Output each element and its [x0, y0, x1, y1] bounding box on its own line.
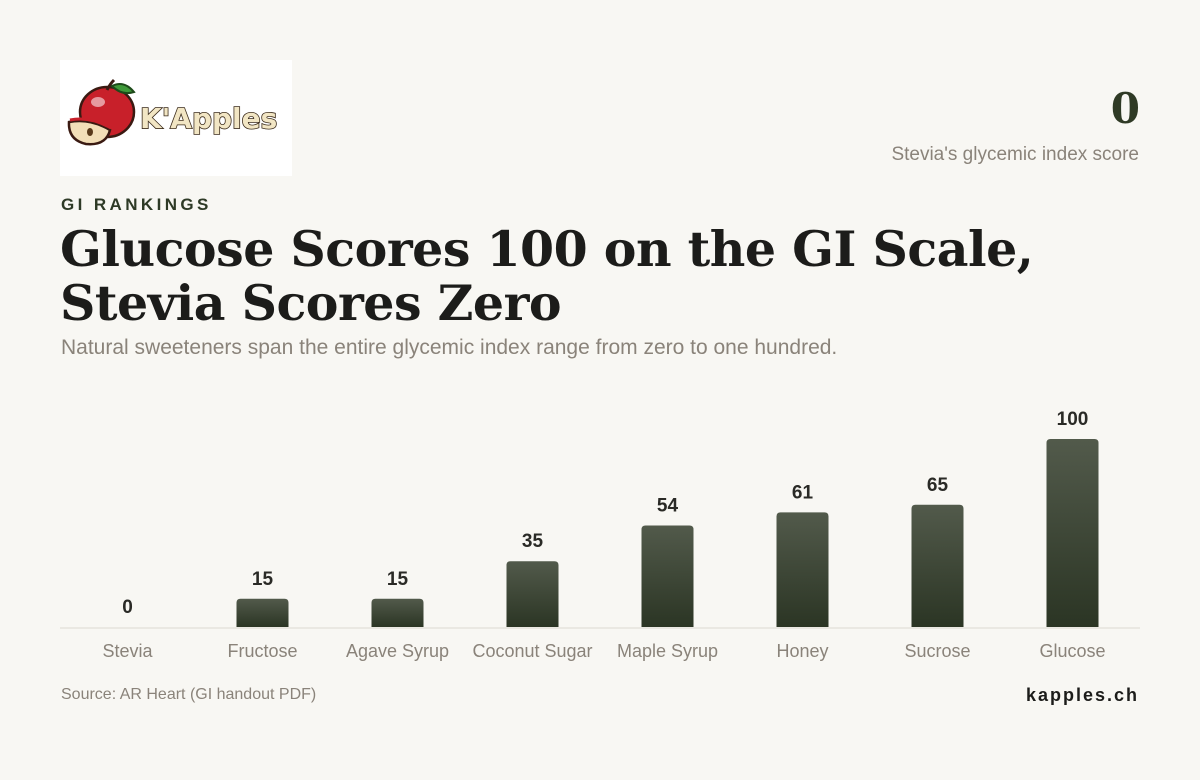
logo-wordmark: K'Apples — [140, 102, 277, 135]
data-label: 61 — [792, 482, 814, 503]
data-label: 15 — [387, 569, 409, 590]
section-kicker: GI RANKINGS — [61, 195, 212, 214]
source-note: Source: AR Heart (GI handout PDF) — [61, 686, 317, 703]
bar-agave-syrup — [371, 598, 424, 627]
category-label: Agave Syrup — [346, 641, 449, 661]
page-subtitle: Natural sweeteners span the entire glyce… — [61, 336, 838, 359]
bar-sucrose — [911, 504, 964, 627]
data-label: 65 — [927, 475, 949, 496]
bar-glucose — [1046, 439, 1099, 627]
category-label: Stevia — [102, 641, 153, 661]
category-label: Fructose — [227, 641, 297, 661]
stat-value: 0 — [1110, 84, 1140, 133]
category-label: Glucose — [1039, 641, 1105, 661]
apple-logo-icon: K'Apples — [67, 78, 278, 146]
bar-coconut-sugar — [506, 561, 559, 627]
category-label: Maple Syrup — [617, 641, 718, 661]
category-label: Sucrose — [904, 641, 970, 661]
brand-logo: K'Apples — [60, 60, 292, 176]
data-label: 35 — [522, 531, 544, 552]
bar-honey — [776, 512, 829, 627]
category-label: Coconut Sugar — [472, 641, 592, 661]
data-label: 15 — [252, 569, 274, 590]
bar-maple-syrup — [641, 525, 694, 627]
data-label: 54 — [657, 495, 679, 516]
bar-fructose — [236, 598, 289, 627]
data-label: 100 — [1057, 409, 1089, 430]
data-label: 0 — [122, 597, 133, 618]
page-title: Glucose Scores 100 on the GI Scale, Stev… — [60, 220, 1034, 332]
site-link[interactable]: kapples.ch — [1025, 685, 1139, 705]
category-label: Honey — [776, 641, 828, 661]
stat-label: Stevia's glycemic index score — [891, 144, 1139, 165]
